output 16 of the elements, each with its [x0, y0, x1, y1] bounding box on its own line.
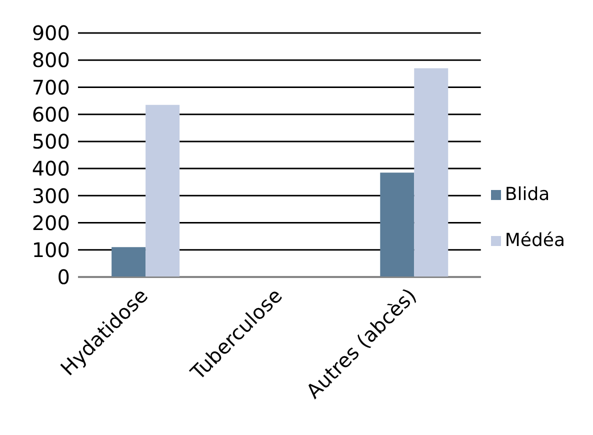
y-tick-label: 600 — [32, 102, 70, 126]
y-tick-label: 400 — [32, 156, 70, 181]
y-tick-label: 500 — [32, 130, 70, 154]
y-tick-label: 900 — [32, 21, 70, 46]
y-tick-label: 700 — [32, 75, 70, 100]
legend-label: Blida — [504, 184, 550, 204]
legend-label: Médéa — [504, 230, 565, 250]
y-tick-label: 300 — [32, 184, 70, 208]
bar — [112, 247, 146, 277]
bar — [414, 68, 448, 277]
y-tick-label: 100 — [32, 238, 70, 262]
y-tick-label: 0 — [57, 265, 70, 290]
y-tick-label: 200 — [32, 210, 70, 235]
bar — [146, 104, 180, 277]
bar — [380, 172, 414, 277]
y-tick-label: 800 — [32, 48, 70, 72]
